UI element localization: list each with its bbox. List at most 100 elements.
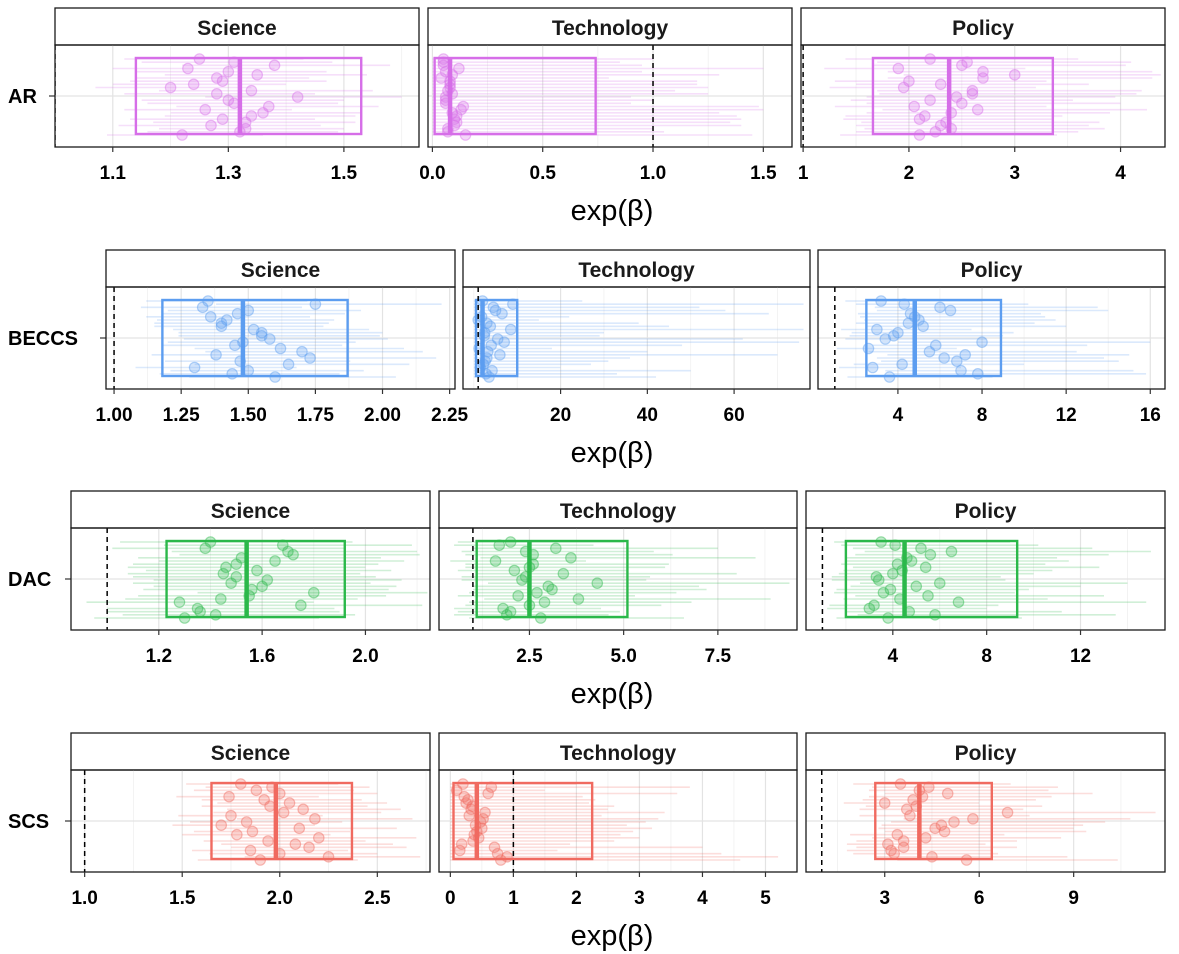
estimate-point	[322, 851, 335, 863]
x-tick-label: 2.0	[267, 888, 293, 909]
estimate-point	[453, 62, 465, 75]
x-tick-label: 2.00	[364, 405, 401, 426]
estimate-point	[972, 368, 984, 380]
estimate-point	[231, 828, 243, 841]
estimate-point	[256, 580, 268, 593]
estimate-point	[463, 809, 476, 822]
estimate-point	[261, 574, 274, 586]
estimate-point	[223, 790, 235, 803]
x-tick-label: 8	[981, 646, 992, 667]
estimate-point	[891, 828, 904, 841]
estimate-point	[455, 838, 468, 850]
estimate-point	[938, 352, 950, 364]
x-tick-label: 12	[1056, 405, 1077, 426]
estimate-point	[450, 110, 463, 122]
estimate-point	[892, 326, 904, 339]
x-tick-label: 1.50	[230, 405, 267, 426]
iqr-box	[474, 298, 519, 378]
x-tick-label: 1.5	[169, 888, 196, 909]
estimate-point	[863, 602, 876, 615]
estimate-point	[222, 65, 235, 78]
estimate-point	[460, 797, 472, 809]
estimate-point	[508, 564, 521, 577]
estimate-point	[257, 107, 269, 119]
estimate-point	[896, 358, 908, 371]
estimate-point	[945, 545, 958, 558]
x-tick-label: 60	[724, 405, 745, 426]
estimate-point	[542, 580, 555, 593]
estimate-point	[287, 548, 299, 561]
estimate-point	[216, 113, 229, 125]
x-tick-label: 4	[697, 888, 708, 909]
x-tick-label: 16	[1140, 405, 1161, 426]
x-axis-label: exp(β)	[571, 195, 654, 227]
estimate-point	[959, 349, 972, 361]
panel-beccs-science: Science 1.00 1.25 1.50 1.75 2.00 2.25	[96, 249, 469, 426]
estimate-point	[557, 567, 570, 580]
estimate-point	[210, 72, 223, 84]
estimate-point	[307, 586, 320, 599]
x-tick-label: 40	[637, 405, 658, 426]
estimate-point	[187, 78, 200, 91]
estimate-point	[304, 352, 316, 364]
estimate-point	[897, 81, 910, 94]
estimate-point	[919, 110, 931, 122]
x-tick-label: 5.0	[610, 646, 636, 667]
x-axis-label: exp(β)	[571, 920, 654, 952]
panel-border	[54, 44, 420, 148]
panel-beccs-technology: Technology 20 40 60	[462, 249, 811, 426]
estimate-point	[1008, 69, 1021, 81]
estimate-point	[188, 361, 201, 374]
estimate-point	[591, 577, 604, 589]
estimate-point	[199, 103, 212, 116]
x-tick-label: 20	[550, 405, 571, 426]
x-axis-label: exp(β)	[571, 678, 654, 710]
iqr-box	[865, 298, 1003, 378]
facet-title: Technology	[552, 17, 669, 40]
estimate-point	[485, 339, 497, 352]
x-tick-label: 2.25	[431, 405, 468, 426]
estimate-point	[494, 349, 506, 361]
estimate-point	[484, 320, 497, 333]
estimate-point	[887, 567, 899, 580]
x-tick-label: 1.0	[71, 888, 97, 909]
estimate-point	[247, 323, 260, 336]
facet-title: Policy	[952, 17, 1014, 40]
row-ar: AR Science 1.1 1.3 1.5 Technology 0.0 0.5 1.0 1.5…	[8, 7, 1166, 227]
estimate-point	[458, 790, 471, 803]
facet-strip	[805, 732, 1166, 771]
estimate-point	[498, 336, 511, 348]
estimate-point	[512, 590, 524, 602]
estimate-point	[255, 330, 268, 342]
x-tick-label: 1	[508, 888, 519, 909]
estimate-point	[222, 94, 235, 106]
panel-ar-technology: Technology 0.0 0.5 1.0 1.5	[419, 7, 793, 184]
estimate-point	[966, 84, 979, 97]
estimate-point	[245, 110, 258, 122]
estimate-point	[885, 844, 897, 857]
estimate-point	[910, 580, 923, 593]
estimate-point	[283, 797, 296, 809]
estimate-point	[926, 851, 938, 863]
estimate-point	[491, 333, 504, 345]
panel-scs-technology: Technology 0 1 2 3 4 5	[438, 732, 798, 909]
x-tick-label: 0.0	[419, 163, 445, 184]
iqr-box	[165, 539, 346, 619]
x-tick-label: 1.0	[640, 163, 666, 184]
iqr-box	[210, 781, 354, 861]
estimate-point	[1001, 806, 1014, 819]
estimate-point	[935, 819, 948, 831]
facet-strip	[817, 249, 1166, 288]
estimate-point	[293, 822, 306, 835]
estimate-point	[250, 784, 263, 797]
estimate-point	[504, 605, 517, 618]
estimate-point	[871, 323, 883, 336]
facet-strip	[462, 249, 811, 288]
estimate-point	[907, 794, 919, 806]
panel-beccs-policy: Policy 4 8 12 16	[817, 249, 1166, 426]
estimate-point	[915, 542, 927, 555]
estimate-point	[289, 838, 302, 850]
estimate-point	[948, 816, 960, 828]
x-tick-label: 1.75	[297, 405, 334, 426]
